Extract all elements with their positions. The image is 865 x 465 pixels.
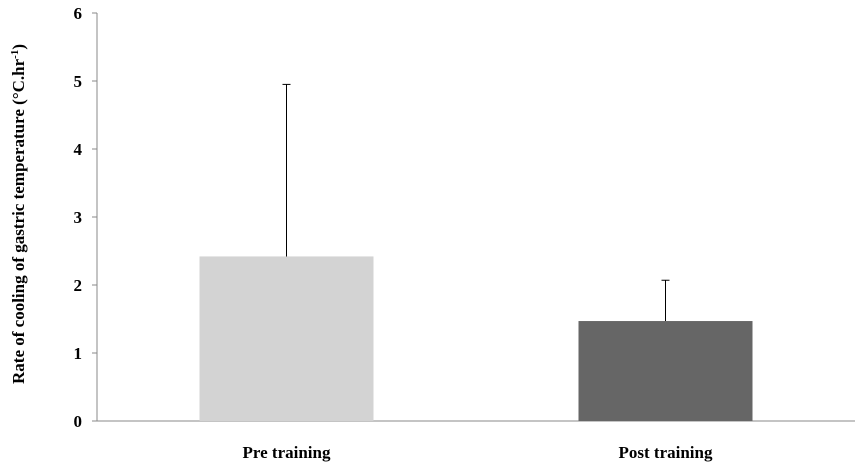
error-bars — [282, 83, 670, 322]
y-tick-label: 4 — [74, 140, 83, 159]
y-axis-title-main: Rate of cooling of gastric temperature (… — [9, 58, 28, 384]
x-category-label: Pre training — [243, 443, 331, 462]
y-axis-title-suffix: ) — [9, 44, 28, 50]
y-tick-label: 5 — [74, 72, 83, 91]
y-axis-title-superscript: -1 — [9, 50, 21, 59]
y-tick-label: 0 — [74, 412, 83, 431]
bar — [199, 256, 374, 421]
y-tick-label: 3 — [74, 208, 83, 227]
y-tick-label: 6 — [74, 4, 83, 23]
bar — [578, 321, 753, 421]
y-tick-label: 1 — [74, 344, 83, 363]
y-axis-title: Rate of cooling of gastric temperature (… — [9, 44, 28, 384]
y-tick-label: 2 — [74, 276, 83, 295]
x-category-label: Post training — [619, 443, 713, 462]
bars — [199, 256, 753, 421]
labels: 0 1 2 3 4 5 6 Pre training Post training — [74, 4, 713, 462]
